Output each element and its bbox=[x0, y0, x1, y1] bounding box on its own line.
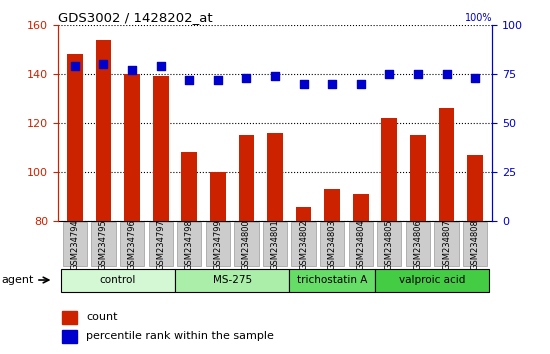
Point bbox=[356, 81, 365, 87]
Bar bbox=[124, 74, 140, 221]
Point bbox=[185, 77, 194, 82]
Text: GSM234800: GSM234800 bbox=[242, 219, 251, 270]
FancyBboxPatch shape bbox=[234, 222, 258, 266]
Text: GSM234804: GSM234804 bbox=[356, 219, 365, 270]
FancyBboxPatch shape bbox=[289, 269, 375, 292]
FancyBboxPatch shape bbox=[148, 222, 173, 266]
FancyBboxPatch shape bbox=[60, 269, 175, 292]
Text: GSM234806: GSM234806 bbox=[414, 219, 422, 270]
Text: GDS3002 / 1428202_at: GDS3002 / 1428202_at bbox=[58, 11, 212, 24]
Bar bbox=[62, 311, 78, 324]
Text: count: count bbox=[86, 312, 118, 322]
Point bbox=[471, 75, 480, 81]
Point bbox=[70, 63, 79, 69]
Bar bbox=[210, 172, 225, 221]
Text: percentile rank within the sample: percentile rank within the sample bbox=[86, 331, 274, 341]
Bar bbox=[382, 118, 397, 221]
Text: trichostatin A: trichostatin A bbox=[297, 275, 367, 285]
Point bbox=[213, 77, 222, 82]
FancyBboxPatch shape bbox=[349, 222, 373, 266]
FancyBboxPatch shape bbox=[91, 222, 116, 266]
Text: 100%: 100% bbox=[465, 13, 492, 23]
Point bbox=[99, 61, 108, 67]
FancyBboxPatch shape bbox=[177, 222, 201, 266]
Text: MS-275: MS-275 bbox=[212, 275, 252, 285]
Bar bbox=[267, 133, 283, 221]
FancyBboxPatch shape bbox=[175, 269, 289, 292]
Bar bbox=[67, 54, 82, 221]
Bar bbox=[296, 206, 311, 221]
Bar bbox=[439, 108, 454, 221]
FancyBboxPatch shape bbox=[206, 222, 230, 266]
Point bbox=[128, 67, 136, 73]
Text: GSM234803: GSM234803 bbox=[328, 219, 337, 270]
Bar bbox=[353, 194, 369, 221]
Bar bbox=[239, 135, 254, 221]
Text: GSM234801: GSM234801 bbox=[271, 219, 279, 270]
FancyBboxPatch shape bbox=[292, 222, 316, 266]
FancyBboxPatch shape bbox=[434, 222, 459, 266]
Text: control: control bbox=[100, 275, 136, 285]
Bar bbox=[410, 135, 426, 221]
Bar bbox=[96, 40, 111, 221]
Text: GSM234794: GSM234794 bbox=[70, 219, 79, 270]
FancyBboxPatch shape bbox=[63, 222, 87, 266]
Text: GSM234805: GSM234805 bbox=[385, 219, 394, 270]
Point bbox=[299, 81, 308, 87]
Point bbox=[328, 81, 337, 87]
Bar bbox=[182, 153, 197, 221]
Bar bbox=[153, 76, 168, 221]
FancyBboxPatch shape bbox=[377, 222, 402, 266]
FancyBboxPatch shape bbox=[120, 222, 144, 266]
Point bbox=[271, 73, 279, 79]
FancyBboxPatch shape bbox=[263, 222, 287, 266]
Text: GSM234802: GSM234802 bbox=[299, 219, 308, 270]
Text: valproic acid: valproic acid bbox=[399, 275, 465, 285]
Point bbox=[414, 71, 422, 77]
FancyBboxPatch shape bbox=[406, 222, 430, 266]
Text: GSM234808: GSM234808 bbox=[471, 219, 480, 270]
FancyBboxPatch shape bbox=[463, 222, 487, 266]
Text: GSM234797: GSM234797 bbox=[156, 219, 165, 270]
Text: GSM234807: GSM234807 bbox=[442, 219, 451, 270]
Point bbox=[385, 71, 394, 77]
FancyBboxPatch shape bbox=[375, 269, 490, 292]
Text: GSM234799: GSM234799 bbox=[213, 219, 222, 270]
Bar bbox=[468, 155, 483, 221]
Bar bbox=[324, 189, 340, 221]
Bar bbox=[62, 330, 78, 343]
Point bbox=[242, 75, 251, 81]
Point bbox=[442, 71, 451, 77]
Text: GSM234798: GSM234798 bbox=[185, 219, 194, 270]
Text: GSM234796: GSM234796 bbox=[128, 219, 136, 270]
Text: GSM234795: GSM234795 bbox=[99, 219, 108, 270]
FancyBboxPatch shape bbox=[320, 222, 344, 266]
Point bbox=[156, 63, 165, 69]
Text: agent: agent bbox=[2, 275, 34, 285]
